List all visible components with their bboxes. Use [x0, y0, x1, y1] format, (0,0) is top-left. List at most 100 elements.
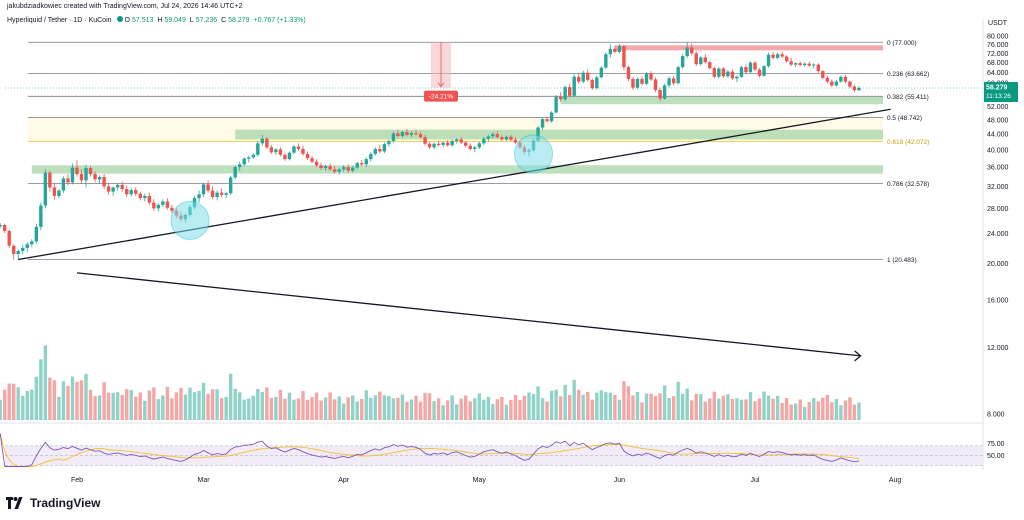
high-value: 59.049	[164, 16, 186, 24]
price-axis-tick: 8.000	[987, 412, 1005, 419]
volume-bar	[70, 376, 75, 420]
candle-body	[649, 73, 653, 80]
volume-bar	[238, 392, 242, 420]
volume-bar	[48, 377, 52, 420]
volume-bar	[803, 406, 807, 420]
volume-bar	[717, 398, 721, 420]
candle-body	[482, 138, 486, 144]
candle-countdown: 11:13:26	[986, 93, 1011, 100]
volume-bar	[400, 394, 405, 420]
volume-bar	[188, 387, 192, 420]
low-label: L	[189, 16, 194, 24]
candle-body	[445, 142, 450, 146]
volume-bar	[744, 399, 748, 420]
candle-body	[238, 164, 242, 168]
volume-bar	[292, 399, 296, 420]
candle-body	[396, 133, 400, 137]
candle-body	[88, 168, 93, 175]
volume-bar	[138, 392, 142, 420]
candle-body	[138, 193, 142, 199]
candle-body	[441, 142, 445, 145]
volume-bar	[296, 398, 301, 420]
volume-bar	[540, 398, 545, 420]
candle-body	[708, 62, 712, 69]
candle-body	[210, 190, 215, 198]
volume-bar	[34, 376, 39, 420]
volume-bar	[504, 404, 509, 420]
volume-bar	[102, 382, 106, 420]
volume-bar	[789, 404, 793, 420]
candle-body	[106, 186, 111, 192]
candle-body	[423, 137, 427, 144]
volume-bar	[25, 390, 29, 420]
candle-body	[667, 78, 671, 86]
candle-body	[807, 63, 811, 66]
candle-body	[215, 192, 219, 198]
volume-bar	[396, 397, 400, 420]
volume-bar	[581, 394, 585, 420]
tradingview-logo[interactable]: TradingView	[6, 496, 100, 510]
volume-bar	[748, 392, 753, 420]
price-axis-tick: 72.000	[987, 51, 1009, 58]
volume-bar	[61, 381, 66, 420]
candle-body	[129, 190, 133, 195]
price-axis-tick: 80.000	[987, 34, 1009, 41]
candle-body	[852, 86, 857, 91]
volume-bar	[486, 396, 491, 420]
volume-bar	[21, 395, 25, 420]
volume-bar	[604, 392, 608, 420]
resistance-zone	[614, 45, 883, 51]
candle-body	[427, 143, 432, 148]
volume-bar	[355, 401, 359, 420]
candle-body	[219, 192, 224, 195]
volume-bar	[753, 401, 757, 420]
volume-bar	[373, 395, 378, 420]
rsi-axis-tick: 75.00	[987, 441, 1005, 448]
candle-body	[382, 144, 387, 152]
fib-level-label: 1 (20.483)	[887, 257, 917, 264]
candle-body	[690, 47, 694, 54]
price-axis-tick: 20.000	[987, 261, 1009, 268]
candle-body	[775, 54, 780, 58]
support-zone	[31, 165, 884, 174]
time-axis-label: May	[473, 477, 487, 484]
volume-bar	[2, 389, 7, 420]
volume-bar	[120, 394, 124, 420]
candle-body	[477, 143, 481, 148]
pair-label[interactable]: Hyperliquid / Tether · 1D · KuCoin	[7, 16, 112, 24]
volume-bar	[685, 388, 689, 420]
volume-bar	[527, 392, 531, 420]
candle-body	[468, 145, 472, 149]
candle-body	[617, 46, 622, 52]
volume-bar	[780, 402, 784, 420]
candle-body	[224, 193, 228, 195]
candle-body	[319, 165, 323, 169]
volume-bar	[653, 395, 658, 420]
candle-body	[7, 230, 11, 246]
volume-bar	[337, 396, 341, 420]
price-axis-tick: 52.000	[987, 104, 1009, 111]
volume-bar	[771, 398, 775, 420]
measure-arrow-head	[437, 82, 445, 88]
volume-bar	[518, 400, 522, 420]
volume-bar	[649, 393, 653, 420]
volume-bar	[16, 387, 20, 420]
measure-label-bg	[424, 90, 458, 102]
volume-bar	[278, 389, 283, 420]
volume-bar	[57, 396, 61, 420]
candle-body	[16, 250, 20, 255]
candle-body	[825, 77, 830, 82]
candle-body	[685, 47, 689, 57]
candle-body	[260, 138, 265, 144]
volume-bar	[464, 395, 468, 420]
tradingview-brand: TradingView	[30, 496, 101, 510]
volume-bar	[703, 401, 707, 420]
price-axis-tick: 32.000	[987, 184, 1009, 191]
candle-body	[332, 169, 337, 172]
volume-bar	[52, 380, 57, 420]
candle-body	[567, 87, 572, 96]
candle-body	[626, 67, 631, 79]
candle-body	[314, 161, 319, 166]
candle-body	[500, 137, 504, 140]
